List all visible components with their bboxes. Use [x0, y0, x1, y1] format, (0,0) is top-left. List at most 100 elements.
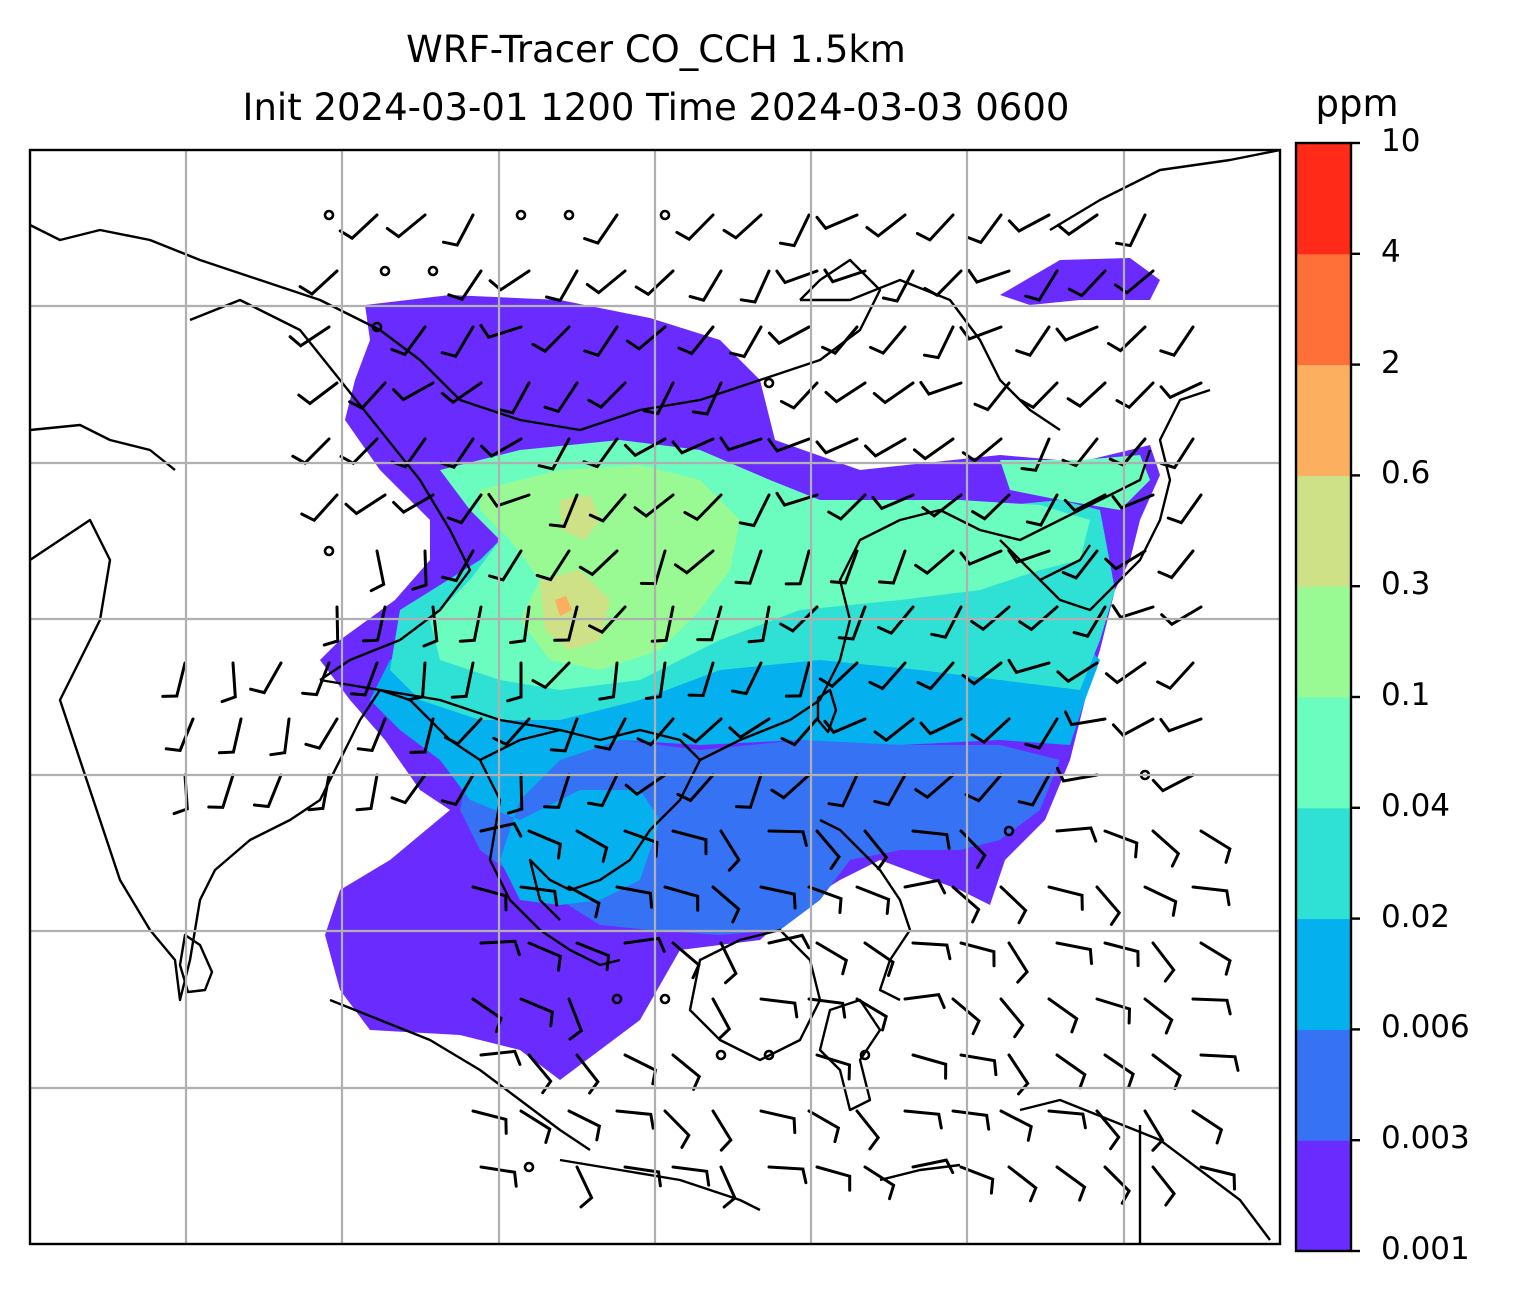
wind-barb	[815, 437, 859, 455]
wind-barb	[1151, 773, 1195, 793]
wind-barb	[973, 381, 1011, 412]
coastline-india	[30, 518, 381, 1002]
wind-barb	[916, 661, 955, 691]
wind-barb	[691, 381, 723, 416]
wind-barb	[919, 717, 963, 736]
wind-barb	[815, 941, 849, 976]
wind-barb	[675, 213, 715, 242]
gridlines	[30, 150, 1280, 1244]
calm-marker	[523, 1161, 535, 1173]
wind-barb	[863, 1165, 896, 1201]
calm-marker	[715, 1049, 727, 1061]
wind-barb	[827, 773, 859, 808]
wind-barb	[807, 997, 847, 1019]
wind-barb	[1159, 325, 1195, 357]
wind-barb	[583, 213, 619, 245]
wind-barb	[869, 325, 907, 355]
colorbar-segment	[1296, 364, 1351, 476]
wind-barb	[1151, 1165, 1176, 1207]
wind-barb	[1191, 1109, 1224, 1145]
wind-barb	[759, 1109, 797, 1135]
wind-barb	[855, 997, 888, 1032]
calm-marker	[763, 1049, 775, 1061]
wind-barb	[815, 1165, 852, 1192]
wind-barb	[1151, 1053, 1182, 1091]
wind-barb	[1007, 658, 1051, 675]
wind-barb	[1007, 941, 1029, 984]
wind-barb	[911, 941, 952, 961]
wind-barb	[823, 268, 867, 284]
wind-barb	[767, 437, 811, 453]
wind-barb	[1199, 941, 1232, 976]
wind-barb	[307, 773, 331, 812]
wind-barb	[440, 381, 483, 405]
wind-barb	[770, 773, 811, 800]
wind-barb	[1143, 885, 1178, 917]
wind-barb	[1056, 766, 1099, 783]
wind-barb	[519, 885, 559, 907]
wind-barb	[1047, 1109, 1087, 1130]
wind-barb	[588, 493, 627, 523]
coastline-arabian	[30, 423, 176, 471]
wind-barb	[288, 325, 331, 348]
contour-level-8	[555, 596, 572, 616]
wind-barb	[545, 269, 579, 303]
wind-barb	[671, 437, 715, 455]
coastline-indochina	[479, 728, 702, 921]
wind-barb	[411, 549, 428, 591]
colorbar-segment	[1296, 475, 1351, 587]
colorbar-tick-label: 2	[1381, 344, 1401, 381]
wind-barb	[1020, 437, 1051, 472]
wind-barb	[919, 381, 963, 396]
calm-marker	[323, 545, 335, 557]
wind-barb	[1066, 381, 1107, 408]
wind-barb	[873, 717, 915, 742]
wind-barb	[1111, 717, 1155, 737]
coastlines	[30, 150, 1280, 1244]
tracer-concentration-field	[320, 258, 1160, 1080]
wind-barb	[1199, 829, 1232, 864]
calm-wind-markers	[323, 209, 1151, 1173]
wind-barb	[1104, 549, 1147, 571]
wind-barb	[479, 1165, 518, 1188]
wind-barb	[775, 491, 819, 507]
border-china-south	[319, 678, 561, 732]
wind-barb	[217, 717, 243, 755]
wind-barb	[818, 661, 859, 689]
colorbar-tick-label: 0.02	[1381, 898, 1451, 935]
wind-barb	[1159, 381, 1203, 400]
calm-marker	[659, 209, 671, 221]
wind-barb	[959, 941, 996, 968]
wind-barb	[615, 885, 654, 909]
wind-barb	[999, 1109, 1033, 1142]
colorbar-segment	[1296, 253, 1351, 366]
wind-barb	[585, 269, 627, 295]
wind-barb	[903, 878, 947, 895]
border-central-asia	[30, 223, 461, 401]
wind-barb	[877, 605, 915, 636]
wind-barb	[1047, 885, 1084, 911]
wind-barb	[535, 549, 571, 582]
wind-barb	[676, 773, 715, 803]
wind-barb	[759, 997, 799, 1019]
wind-barb	[911, 1158, 955, 1175]
wind-barb	[1056, 213, 1099, 237]
calm-marker	[323, 209, 335, 221]
wind-barb	[855, 885, 891, 915]
calm-marker	[659, 993, 671, 1005]
colorbar-tick-label: 10	[1381, 123, 1421, 159]
colorbar-segment	[1296, 586, 1351, 698]
wind-barb	[1191, 997, 1232, 1016]
wind-barb	[780, 717, 819, 747]
wind-barb	[479, 1049, 522, 1066]
wind-barb	[519, 997, 555, 1028]
wind-barb	[1072, 605, 1107, 638]
wind-barb	[1166, 493, 1203, 525]
wind-barb	[300, 493, 339, 523]
wind-barb	[344, 493, 387, 516]
coastline-sumatra	[329, 998, 591, 1151]
wind-barb	[527, 829, 562, 860]
wind-barb	[970, 717, 1011, 744]
wind-barb	[767, 829, 808, 847]
wind-barb	[349, 661, 379, 697]
